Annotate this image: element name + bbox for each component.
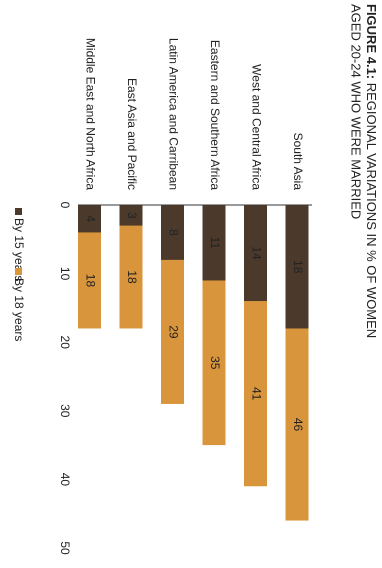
value-label: 35: [208, 356, 222, 370]
bar: [78, 205, 101, 233]
x-tick-label: 40: [58, 473, 72, 487]
value-label: 14: [249, 246, 263, 260]
y-tick-label: Latin America and Carribean: [166, 38, 180, 190]
legend-label: By 15 years: [12, 218, 26, 281]
chart-title: FIGURE 4.1: REGIONAL VARIATIONS IN % OF …: [364, 4, 379, 338]
title-line: REGIONAL VARIATIONS IN % OF WOMEN: [364, 83, 379, 338]
x-tick-label: 10: [58, 267, 72, 281]
bar: [202, 205, 226, 281]
title-label: FIGURE 4.1:: [364, 4, 379, 79]
x-tick-label: 30: [58, 404, 72, 418]
y-tick-label: East Asia and Pacific: [125, 78, 139, 190]
value-label: 11: [208, 236, 222, 249]
bar: [78, 205, 101, 329]
value-label: 18: [125, 270, 139, 284]
x-tick-label: 0: [58, 202, 72, 209]
value-label: 46: [291, 418, 305, 432]
value-label: 4: [83, 215, 97, 222]
chart-title: AGED 20-24 WHO WERE MARRIED: [349, 4, 364, 219]
bar: [119, 205, 143, 329]
legend-swatch: [15, 268, 22, 275]
value-label: 8: [166, 229, 180, 236]
x-tick-label: 20: [58, 336, 72, 350]
value-label: 18: [291, 260, 305, 274]
bar: [119, 205, 143, 226]
legend-swatch: [15, 208, 22, 215]
value-label: 29: [166, 325, 180, 339]
x-tick-label: 50: [58, 541, 72, 555]
value-label: 41: [249, 387, 263, 401]
y-tick-label: Eastern and Southern Africa: [208, 40, 222, 190]
bar: [285, 205, 309, 329]
y-tick-label: South Asia: [291, 133, 305, 191]
bar: [244, 205, 267, 302]
value-label: 18: [83, 274, 97, 288]
y-tick-label: Middle East and North Africa: [83, 38, 97, 190]
y-tick-label: West and Central Africa: [249, 64, 263, 190]
legend-label: By 18 years: [12, 278, 26, 341]
bar: [161, 205, 184, 260]
value-label: 3: [125, 212, 139, 219]
